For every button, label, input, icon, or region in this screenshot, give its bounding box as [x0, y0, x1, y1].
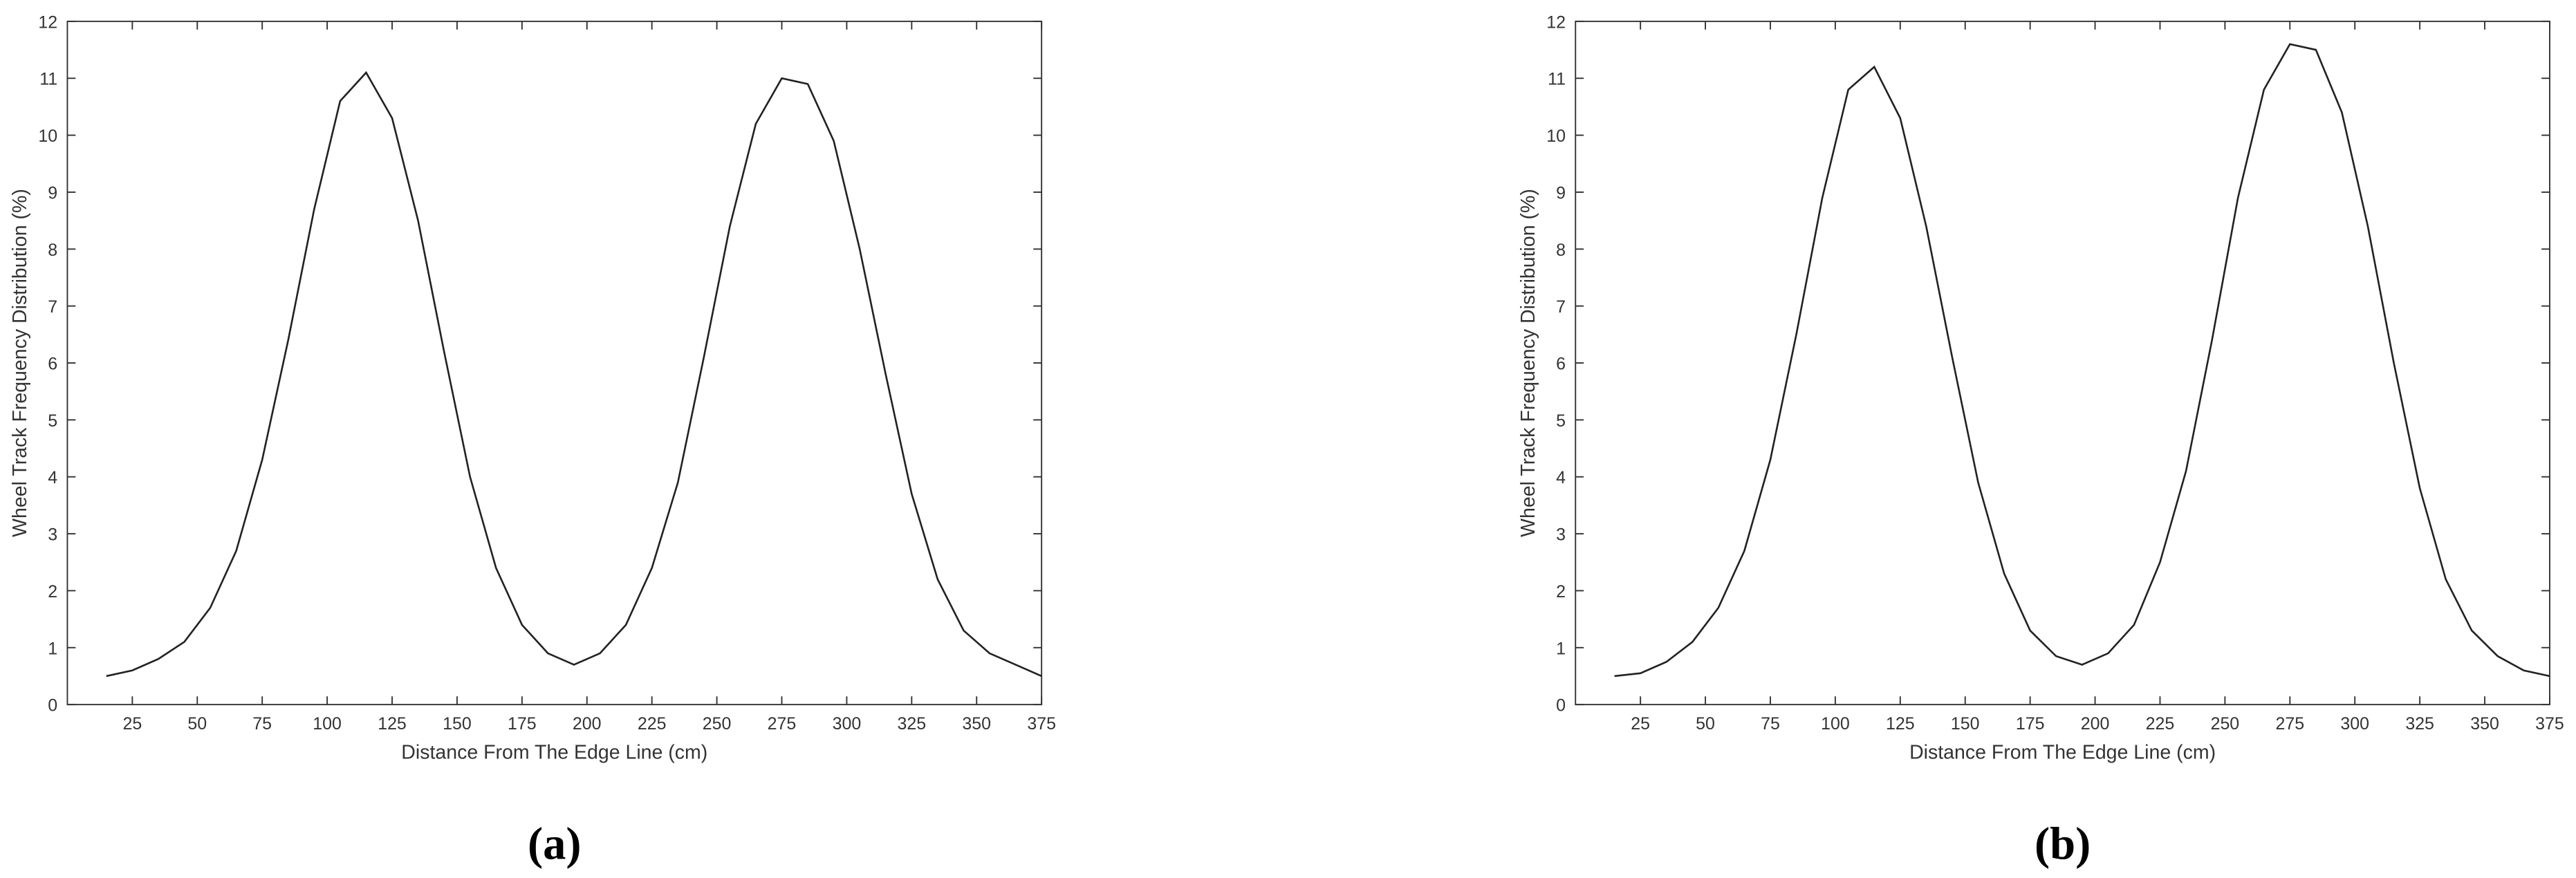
y-tick-label: 6	[1556, 355, 1566, 374]
chart: 25 50 75 100 125 150 175 200 225 250 275 300 325 350 3…	[9, 12, 1056, 869]
x-tick-label: 100	[1821, 714, 1850, 734]
x-tick-label: 200	[573, 714, 602, 734]
x-tick-label: 325	[2405, 714, 2434, 734]
y-tick-label: 1	[48, 639, 57, 658]
x-tick-label: 225	[2146, 714, 2175, 734]
y-tick-label: 7	[48, 297, 57, 317]
chart: 25 50 75 100 125 150 175 200 225 250 275 300 325 350 3…	[1517, 12, 2564, 869]
x-tick-label: 275	[768, 714, 797, 734]
y-tick-label: 5	[48, 411, 57, 431]
x-axis-label: Distance From The Edge Line (cm)	[1909, 742, 2216, 764]
y-tick-label: 12	[1546, 12, 1566, 32]
y-tick-label: 2	[48, 582, 57, 601]
y-tick-label: 11	[39, 70, 57, 89]
y-tick-label: 4	[48, 468, 57, 487]
x-tick-label: 175	[508, 714, 537, 734]
y-tick-label: 7	[1556, 297, 1566, 317]
x-tick-label: 350	[2470, 714, 2499, 734]
y-tick-label: 9	[48, 183, 57, 203]
y-tick-label: 9	[1556, 183, 1566, 203]
y-tick-label: 10	[1546, 127, 1566, 146]
x-tick-label: 250	[703, 714, 732, 734]
y-tick-label: 5	[1556, 411, 1566, 431]
x-tick-label: 75	[1761, 714, 1780, 734]
data-line	[1614, 43, 2550, 678]
x-tick-label: 300	[2340, 714, 2369, 734]
panel-label-text: (a)	[528, 819, 582, 869]
x-tick-label: 25	[122, 714, 142, 734]
y-tick-label: 2	[1556, 582, 1566, 601]
x-tick-label: 275	[2275, 714, 2304, 734]
y-tick-label: 0	[1556, 696, 1566, 716]
y-tick-label: 3	[1556, 525, 1566, 545]
data-line	[106, 71, 1042, 678]
x-tick-label: 325	[898, 714, 927, 734]
y-axis-label: Wheel Track Frequency Distribution (%)	[9, 189, 31, 537]
panel-label-text: (b)	[2035, 819, 2091, 869]
y-tick-label: 12	[38, 12, 57, 32]
x-tick-label: 175	[2016, 714, 2045, 734]
x-tick-label: 200	[2081, 714, 2110, 734]
x-axis-label: Distance From The Edge Line (cm)	[401, 742, 707, 764]
x-tick-label: 300	[833, 714, 862, 734]
y-axis-label: Wheel Track Frequency Distribution (%)	[1517, 189, 1539, 537]
y-tick-label: 11	[1548, 70, 1566, 89]
x-tick-label: 150	[1951, 714, 1980, 734]
y-tick-label: 10	[38, 127, 57, 146]
y-tick-label: 3	[48, 525, 57, 545]
y-tick-label: 4	[1556, 468, 1566, 487]
x-tick-label: 50	[1696, 714, 1715, 734]
x-tick-label: 125	[378, 714, 407, 734]
x-tick-label: 375	[2535, 714, 2564, 734]
y-tick-label: 8	[1556, 241, 1566, 260]
x-tick-label: 125	[1886, 714, 1915, 734]
x-tick-label: 75	[252, 714, 272, 734]
x-tick-label: 150	[443, 714, 472, 734]
panel-label: (b)	[2035, 819, 2091, 869]
x-tick-label: 25	[1631, 714, 1650, 734]
x-tick-label: 250	[2211, 714, 2240, 734]
y-tick-label: 0	[48, 696, 57, 716]
x-tick-label: 225	[638, 714, 667, 734]
y-tick-label: 8	[48, 241, 57, 260]
x-tick-label: 100	[313, 714, 342, 734]
panel-label: (a)	[528, 819, 582, 869]
y-tick-label: 1	[1556, 639, 1566, 658]
y-tick-label: 6	[48, 355, 57, 374]
x-tick-label: 350	[962, 714, 991, 734]
x-tick-label: 50	[187, 714, 207, 734]
x-tick-label: 375	[1027, 714, 1056, 734]
